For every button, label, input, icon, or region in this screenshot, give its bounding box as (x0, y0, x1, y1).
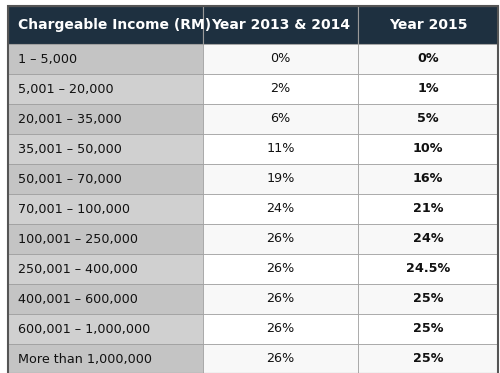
Bar (358, 344, 498, 373)
Text: 25%: 25% (413, 352, 444, 366)
Bar (358, 74, 498, 104)
Bar (203, 254, 358, 284)
Text: 25%: 25% (413, 292, 444, 305)
Text: 20,001 – 35,000: 20,001 – 35,000 (18, 113, 122, 125)
Bar (8, 164, 203, 194)
Bar (358, 134, 498, 164)
Bar (8, 224, 203, 254)
Text: 19%: 19% (266, 172, 294, 185)
Text: 1 – 5,000: 1 – 5,000 (18, 53, 77, 66)
Bar (358, 194, 498, 224)
Text: 26%: 26% (266, 232, 294, 245)
Bar (8, 284, 203, 314)
Text: 0%: 0% (270, 53, 290, 66)
Text: 100,001 – 250,000: 100,001 – 250,000 (18, 232, 138, 245)
Text: 5,001 – 20,000: 5,001 – 20,000 (18, 82, 114, 95)
Bar (8, 194, 203, 224)
Text: Year 2015: Year 2015 (389, 18, 467, 32)
Bar (203, 344, 358, 373)
Text: Year 2013 & 2014: Year 2013 & 2014 (211, 18, 350, 32)
Text: 26%: 26% (266, 323, 294, 335)
Text: 70,001 – 100,000: 70,001 – 100,000 (18, 203, 130, 216)
Bar (203, 224, 358, 254)
Text: 400,001 – 600,000: 400,001 – 600,000 (18, 292, 138, 305)
Bar (8, 74, 203, 104)
Bar (358, 284, 498, 314)
Bar (8, 44, 203, 74)
Text: 5%: 5% (417, 113, 439, 125)
Text: More than 1,000,000: More than 1,000,000 (18, 352, 152, 366)
Bar (358, 104, 498, 134)
Text: 24.5%: 24.5% (406, 263, 450, 276)
Text: 35,001 – 50,000: 35,001 – 50,000 (18, 142, 122, 156)
Text: 600,001 – 1,000,000: 600,001 – 1,000,000 (18, 323, 150, 335)
Bar (203, 164, 358, 194)
Text: 50,001 – 70,000: 50,001 – 70,000 (18, 172, 122, 185)
Text: 0%: 0% (417, 53, 439, 66)
Bar (358, 44, 498, 74)
Bar (203, 6, 358, 44)
Text: 10%: 10% (413, 142, 444, 156)
Text: 21%: 21% (413, 203, 444, 216)
Bar (203, 314, 358, 344)
Bar (203, 194, 358, 224)
Bar (358, 6, 498, 44)
Bar (8, 344, 203, 373)
Text: 26%: 26% (266, 263, 294, 276)
Text: 1%: 1% (417, 82, 439, 95)
Bar (203, 284, 358, 314)
Text: 16%: 16% (413, 172, 443, 185)
Bar (203, 134, 358, 164)
Bar (8, 314, 203, 344)
Bar (8, 104, 203, 134)
Text: 26%: 26% (266, 292, 294, 305)
Text: 250,001 – 400,000: 250,001 – 400,000 (18, 263, 138, 276)
Bar (358, 254, 498, 284)
Bar (203, 74, 358, 104)
Text: 24%: 24% (412, 232, 444, 245)
Text: 25%: 25% (413, 323, 444, 335)
Bar (8, 6, 203, 44)
Bar (358, 164, 498, 194)
Text: 24%: 24% (266, 203, 294, 216)
Bar (203, 104, 358, 134)
Text: Chargeable Income (RM): Chargeable Income (RM) (18, 18, 211, 32)
Bar (8, 134, 203, 164)
Bar (358, 314, 498, 344)
Bar (8, 254, 203, 284)
Text: 11%: 11% (266, 142, 295, 156)
Text: 2%: 2% (270, 82, 290, 95)
Text: 6%: 6% (270, 113, 290, 125)
Bar (358, 224, 498, 254)
Bar (203, 44, 358, 74)
Text: 26%: 26% (266, 352, 294, 366)
